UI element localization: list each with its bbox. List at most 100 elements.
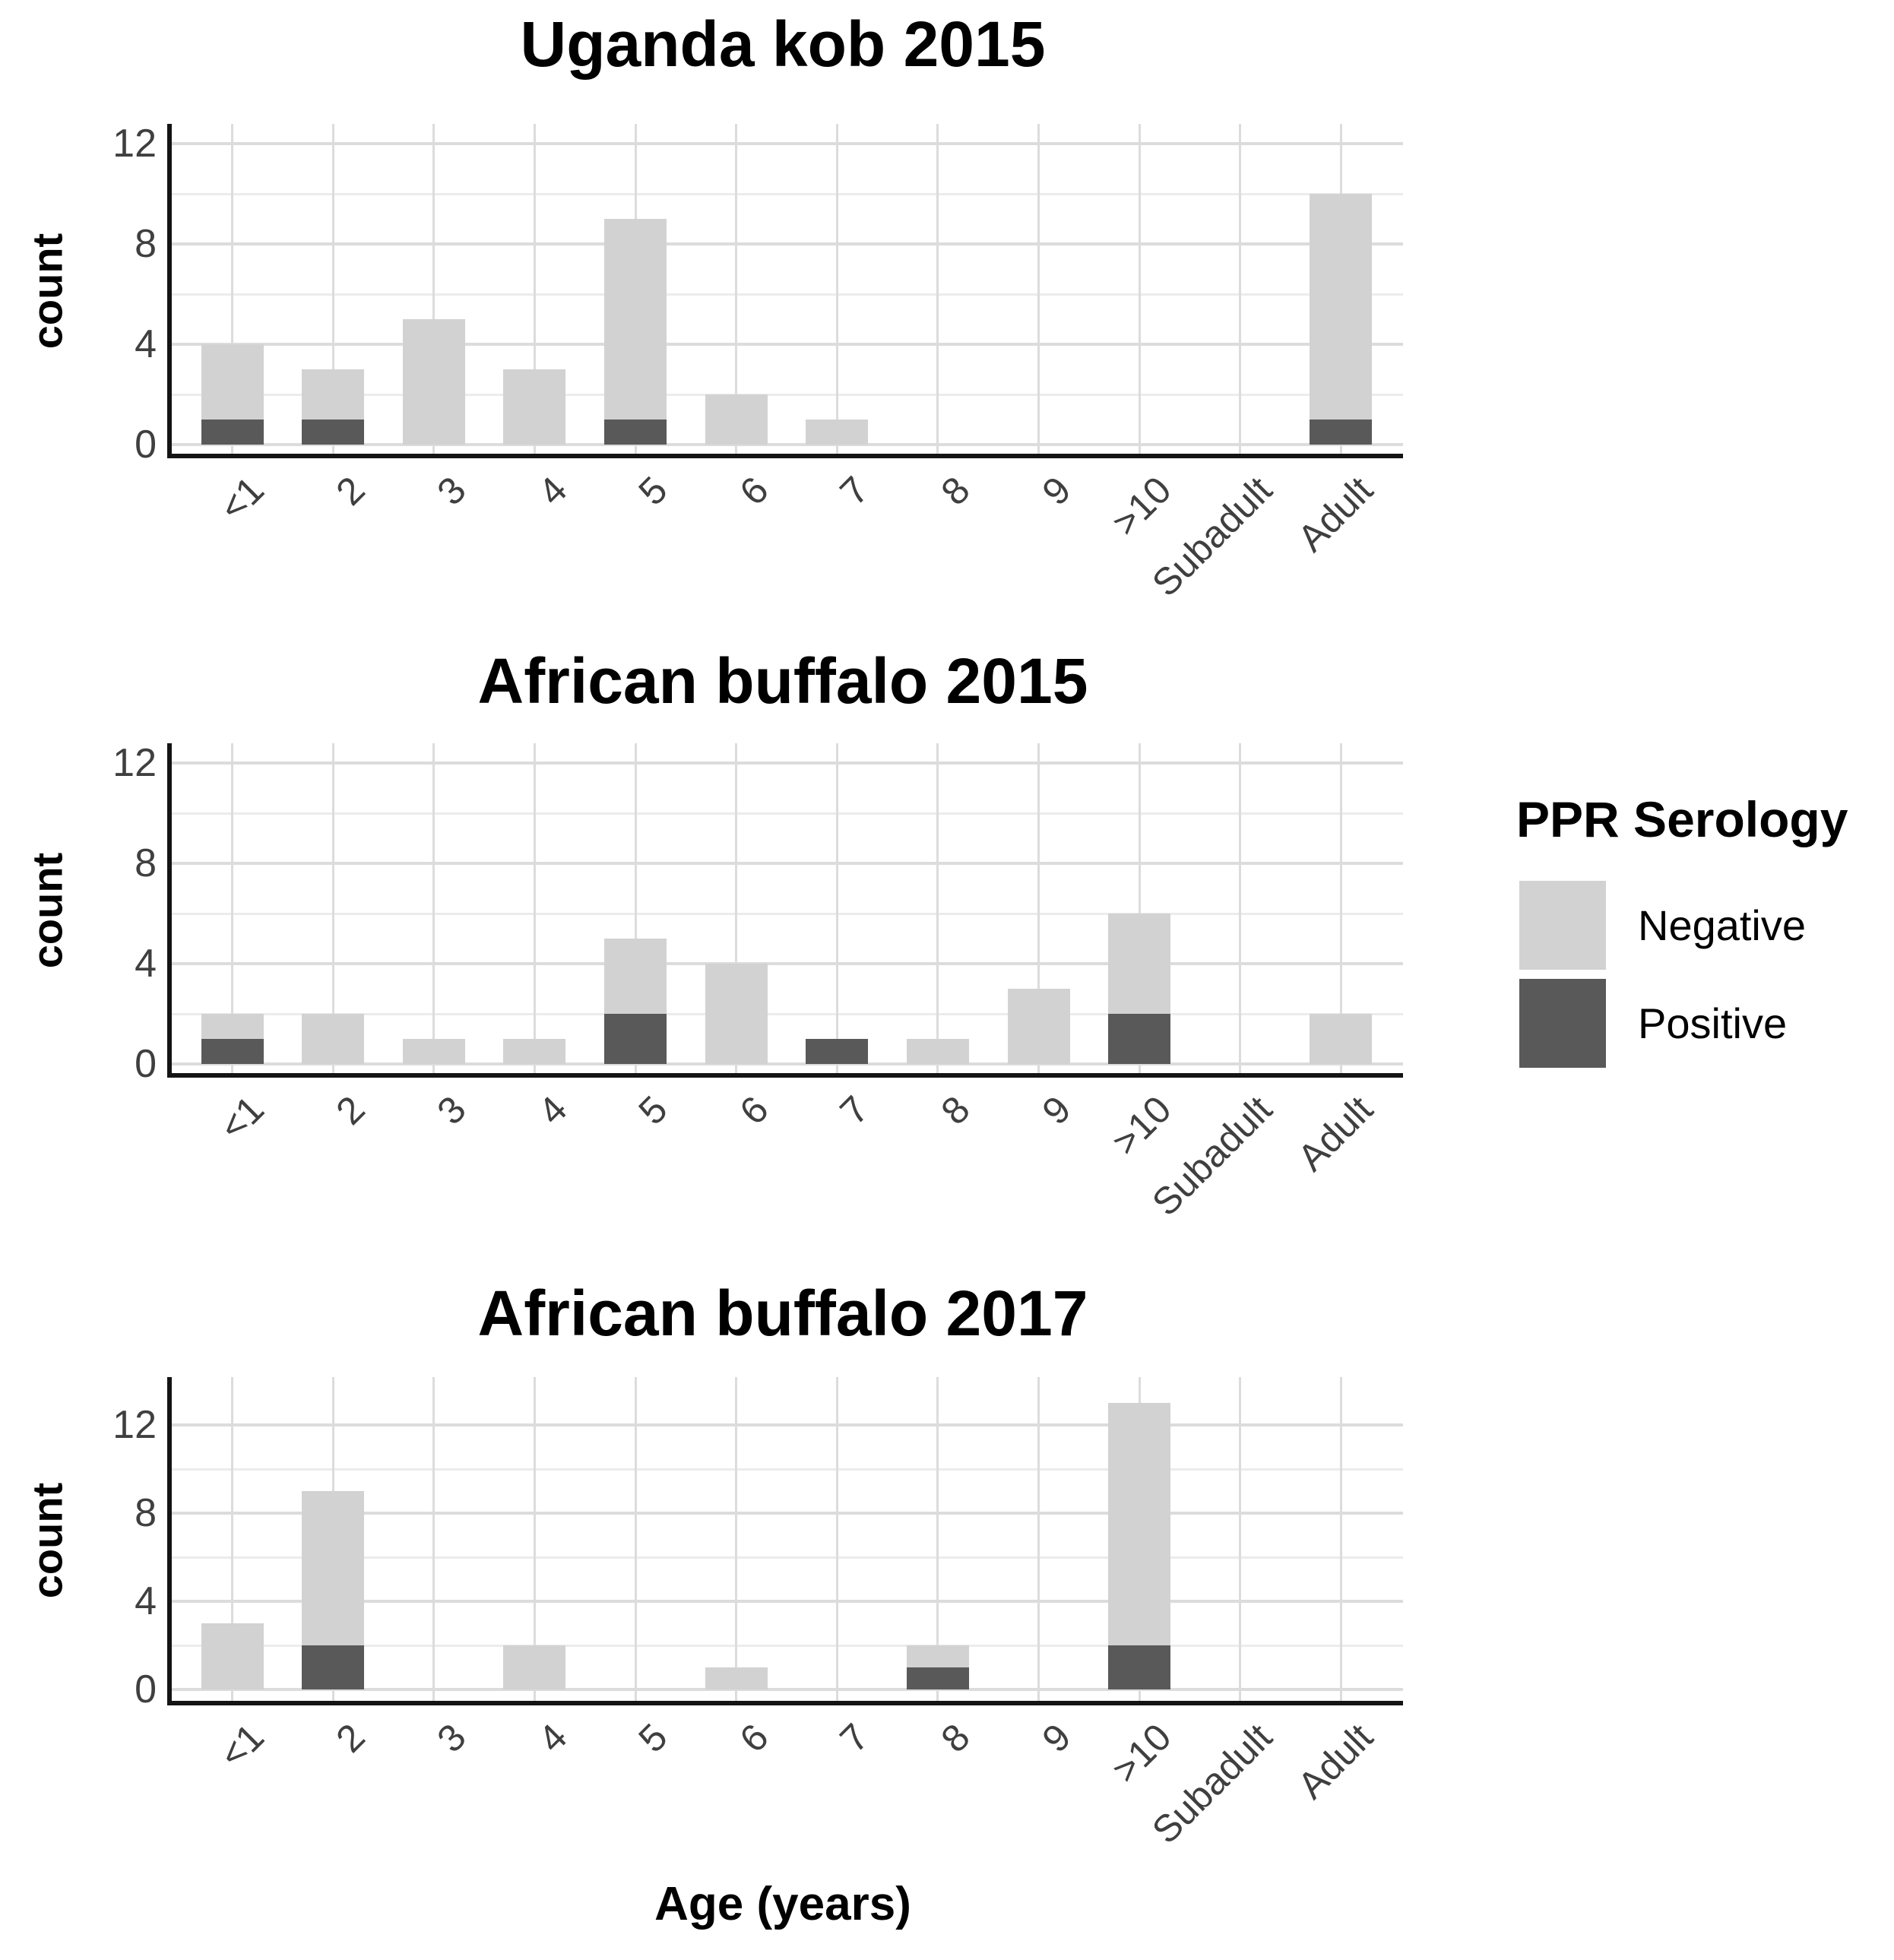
x-tick-label: 9 — [1034, 468, 1079, 514]
category-gridline — [1339, 743, 1342, 1073]
legend-item-label: Negative — [1638, 901, 1807, 949]
x-tick-label: 8 — [933, 468, 978, 514]
minor-gridline — [172, 192, 1403, 195]
major-gridline — [172, 962, 1403, 965]
bar-segment-negative — [806, 420, 869, 445]
category-gridline — [331, 124, 334, 454]
bar-segment-positive — [302, 1645, 365, 1689]
x-tick-label: 7 — [831, 1715, 878, 1761]
x-tick-label: Subadult — [1144, 1088, 1281, 1224]
legend-item-negative: Negative — [1516, 881, 1894, 970]
plot-panel: 0 4 8 12 <1 2 3 4 5 6 7 8 9 >10 Subadult Adult — [112, 741, 1403, 1224]
y-tick-label: 4 — [135, 942, 157, 986]
negative-swatch — [1519, 881, 1606, 970]
major-gridline — [172, 1062, 1403, 1065]
bar-segment-positive — [201, 420, 264, 445]
bar-segment-negative — [705, 1667, 768, 1689]
x-tick-label: <1 — [211, 1715, 273, 1777]
x-tick-label: >10 — [1104, 1715, 1180, 1791]
x-tick-label: 3 — [429, 1715, 474, 1761]
category-gridline — [936, 1377, 939, 1701]
category-gridline — [432, 1377, 435, 1701]
bar-segment-negative — [201, 1014, 264, 1039]
major-gridline — [172, 343, 1403, 346]
bar-segment-positive — [906, 1667, 969, 1689]
category-gridline — [231, 1377, 233, 1701]
category-gridline — [634, 1377, 637, 1701]
bar-segment-negative — [1310, 1014, 1373, 1064]
category-gridline — [835, 1377, 838, 1701]
category-gridline — [735, 743, 738, 1073]
category-gridline — [835, 743, 838, 1073]
bar-segment-negative — [302, 1491, 365, 1645]
y-tick-label: 12 — [112, 1403, 157, 1447]
plot-panel: 0 4 8 12 <1 2 3 4 5 6 7 8 9 >10 Subadult Adult — [112, 122, 1403, 604]
bar-segment-negative — [1108, 914, 1171, 1014]
category-gridline — [533, 1377, 536, 1701]
chart-title: African buffalo 2017 — [477, 1278, 1088, 1349]
bar-segment-negative — [1310, 194, 1373, 420]
minor-gridline — [172, 812, 1403, 815]
x-tick-label: 5 — [630, 468, 676, 514]
bar-segment-positive — [604, 1014, 667, 1064]
x-tick-label: <1 — [211, 1088, 273, 1149]
bar-segment-negative — [201, 344, 264, 420]
category-gridline — [331, 743, 334, 1073]
y-tick-label: 12 — [112, 741, 157, 785]
category-gridline — [1037, 1377, 1040, 1701]
category-gridline — [533, 124, 536, 454]
x-tick-label: Adult — [1290, 1715, 1382, 1807]
category-gridline — [735, 1377, 738, 1701]
legend-item-positive: Positive — [1516, 979, 1894, 1068]
category-gridline — [533, 743, 536, 1073]
y-tick-label: 4 — [135, 1579, 157, 1623]
bar-segment-positive — [604, 420, 667, 445]
category-gridline — [1339, 1377, 1342, 1701]
bar-segment-negative — [201, 1623, 264, 1689]
minor-gridline — [172, 1556, 1403, 1559]
minor-gridline — [172, 393, 1403, 396]
category-gridline — [1239, 124, 1242, 454]
bar-segment-negative — [302, 1014, 365, 1064]
category-gridline — [936, 743, 939, 1073]
bar-segment-negative — [705, 394, 768, 445]
bar-segment-negative — [503, 1039, 566, 1064]
bar-segment-positive — [1310, 420, 1373, 445]
y-tick-label: 0 — [135, 1667, 157, 1711]
x-axis-label: Age (years) — [654, 1878, 911, 1930]
y-axis-label: count — [23, 1482, 71, 1599]
bar-segment-negative — [503, 369, 566, 445]
x-tick-label: >10 — [1104, 1088, 1180, 1164]
category-gridline — [1239, 743, 1242, 1073]
bar-segment-negative — [503, 1645, 566, 1689]
bar-segment-negative — [402, 319, 465, 445]
x-tick-label: Adult — [1290, 468, 1382, 560]
category-gridline — [231, 124, 233, 454]
x-tick-label: 4 — [530, 468, 575, 514]
bar-segment-positive — [1108, 1014, 1171, 1064]
y-tick-label: 8 — [135, 1491, 157, 1535]
minor-gridline — [172, 1468, 1403, 1471]
category-gridline — [1138, 743, 1141, 1073]
bar-segment-negative — [402, 1039, 465, 1064]
category-gridline — [1239, 1377, 1242, 1701]
category-gridline — [1037, 743, 1040, 1073]
category-gridline — [432, 124, 435, 454]
x-tick-label: 3 — [429, 1088, 474, 1133]
category-gridline — [1037, 124, 1040, 454]
x-tick-label: Adult — [1290, 1088, 1382, 1179]
bar-segment-negative — [302, 369, 365, 420]
major-gridline — [172, 242, 1403, 245]
chart-title: African buffalo 2015 — [477, 645, 1088, 717]
minor-gridline — [172, 1644, 1403, 1647]
plot-panel: 0 4 8 12 <1 2 3 4 5 6 7 8 9 >10 Subadult Adult — [112, 1377, 1403, 1851]
x-tick-label: 4 — [530, 1088, 575, 1133]
major-gridline — [172, 762, 1403, 765]
y-tick-label: 0 — [135, 423, 157, 467]
bar-segment-positive — [201, 1039, 264, 1064]
x-tick-label: 7 — [831, 468, 878, 514]
legend-title: PPR Serology — [1516, 791, 1848, 847]
x-tick-label: 6 — [731, 468, 777, 514]
y-tick-label: 4 — [135, 322, 157, 366]
chart-title: Uganda kob 2015 — [520, 8, 1046, 80]
